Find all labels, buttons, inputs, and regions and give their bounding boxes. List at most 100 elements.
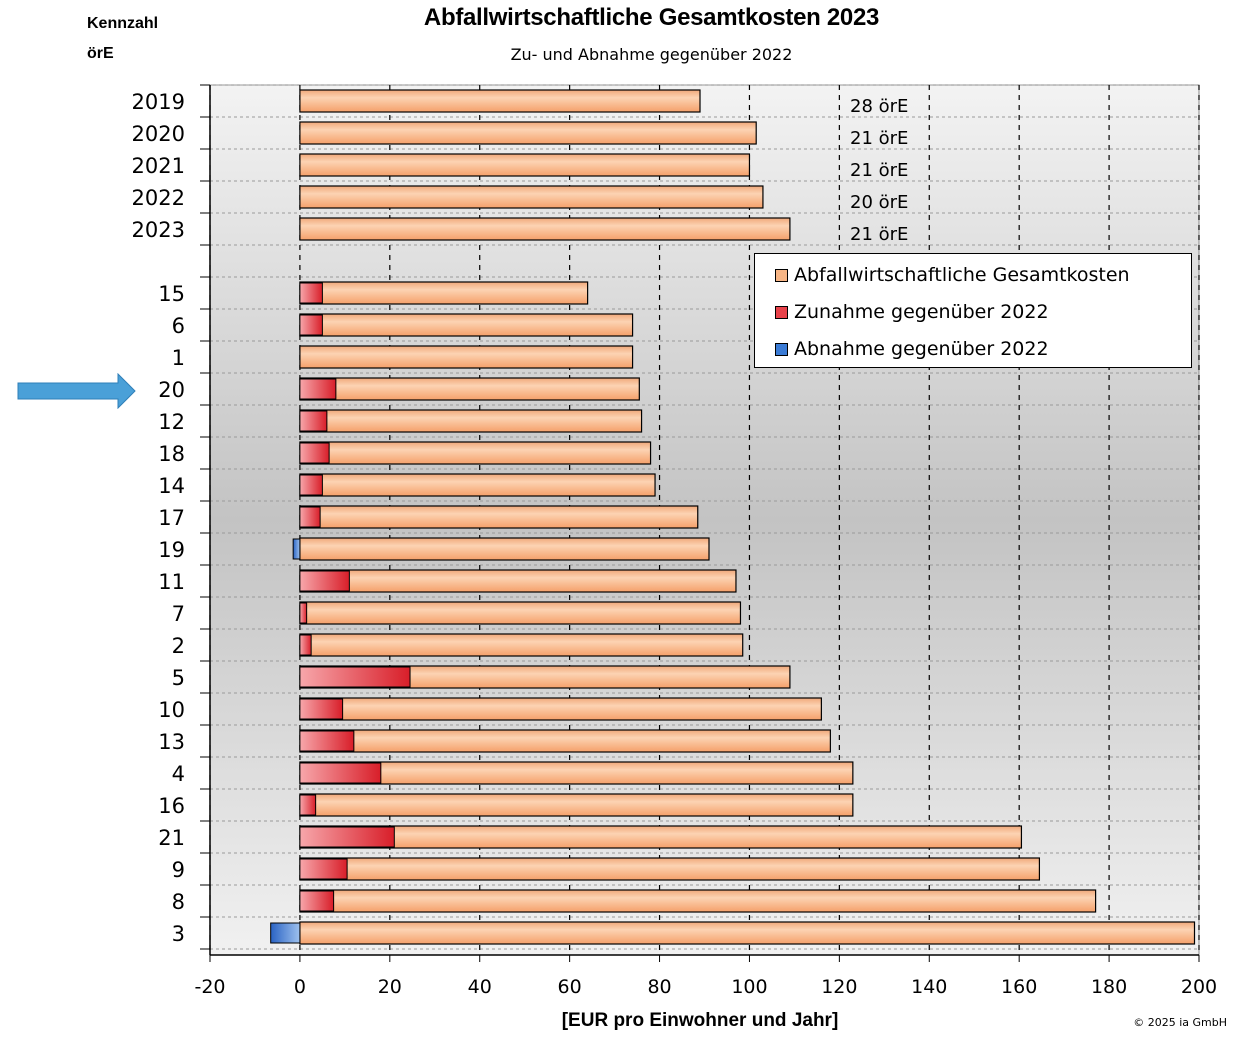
row-label-4: 4 <box>172 762 185 786</box>
row-label-3: 3 <box>172 922 185 946</box>
legend-item-total: Abfallwirtschaftliche Gesamtkosten <box>775 264 1130 286</box>
x-tick-label: 60 <box>558 976 582 998</box>
x-tick-label: 0 <box>294 976 306 998</box>
legend-swatch-decrease <box>775 342 788 356</box>
row-label-15: 15 <box>158 282 185 306</box>
x-tick-label: 160 <box>1001 976 1037 998</box>
row-label-18: 18 <box>158 442 185 466</box>
bar-increase-13 <box>299 730 355 752</box>
row-annotation-2022: 20 örE <box>850 192 908 213</box>
x-axis-label: [EUR pro Einwohner und Jahr] <box>561 1010 839 1031</box>
bar-total-6 <box>299 313 634 337</box>
bar-total-3 <box>299 921 1196 945</box>
bar-total-2022 <box>299 185 764 209</box>
bar-total-12 <box>299 409 643 433</box>
bar-total-15 <box>299 281 589 305</box>
row-label-1: 1 <box>172 346 185 370</box>
bar-total-16 <box>299 793 854 817</box>
bar-total-1 <box>299 345 634 369</box>
row-label-21: 21 <box>158 826 185 850</box>
x-tick-label: 80 <box>647 976 671 998</box>
bar-total-11 <box>299 569 737 593</box>
chart-subtitle: Zu- und Abnahme gegenüber 2022 <box>510 45 793 64</box>
x-tick-label: 140 <box>911 976 947 998</box>
row-label-20: 20 <box>158 378 185 402</box>
row-label-13: 13 <box>158 730 185 754</box>
bar-total-21 <box>299 825 1023 849</box>
bar-total-7 <box>299 601 742 625</box>
bar-increase-20 <box>299 378 337 400</box>
bar-total-4 <box>299 761 854 785</box>
bar-increase-11 <box>299 570 350 592</box>
bar-total-2023 <box>299 217 791 241</box>
row-label-10: 10 <box>158 698 185 722</box>
x-tick-label: 200 <box>1181 976 1217 998</box>
bar-increase-5 <box>299 666 411 688</box>
bar-increase-6 <box>299 314 323 336</box>
row-label-2023: 2023 <box>132 218 185 242</box>
row-label-12: 12 <box>158 410 185 434</box>
corner-label-oere: örE <box>87 45 114 62</box>
bar-total-9 <box>299 857 1041 881</box>
chart-legend: Abfallwirtschaftliche Gesamtkosten Zunah… <box>754 253 1192 368</box>
legend-swatch-increase <box>775 305 788 319</box>
x-tick-label: 100 <box>731 976 767 998</box>
bar-increase-10 <box>299 698 344 720</box>
legend-label-total: Abfallwirtschaftliche Gesamtkosten <box>794 264 1130 286</box>
legend-label-decrease: Abnahme gegenüber 2022 <box>794 338 1049 360</box>
bar-increase-12 <box>299 410 328 432</box>
bar-increase-16 <box>299 794 317 816</box>
row-label-7: 7 <box>172 602 185 626</box>
legend-label-increase: Zunahme gegenüber 2022 <box>794 301 1049 323</box>
bar-increase-4 <box>299 762 382 784</box>
row-label-14: 14 <box>158 474 185 498</box>
bar-total-2019 <box>299 89 701 113</box>
bar-total-14 <box>299 473 656 497</box>
bar-increase-8 <box>299 890 335 912</box>
row-label-2: 2 <box>172 634 185 658</box>
row-annotation-2019: 28 örE <box>850 96 908 117</box>
bar-total-18 <box>299 441 652 465</box>
bar-total-13 <box>299 729 831 753</box>
row-annotation-2020: 21 örE <box>850 128 908 149</box>
x-tick-label: -20 <box>194 976 225 998</box>
bar-decrease-3 <box>270 922 301 944</box>
bar-total-8 <box>299 889 1097 913</box>
row-label-17: 17 <box>158 506 185 530</box>
bar-total-2021 <box>299 153 751 177</box>
bar-increase-21 <box>299 826 395 848</box>
corner-label-kennzahl: Kennzahl <box>87 15 159 32</box>
row-label-6: 6 <box>172 314 185 338</box>
bar-increase-7 <box>299 602 308 624</box>
row-label-2022: 2022 <box>132 186 185 210</box>
bar-increase-2 <box>299 634 312 656</box>
row-label-2020: 2020 <box>132 122 185 146</box>
row-label-8: 8 <box>172 890 185 914</box>
legend-item-decrease: Abnahme gegenüber 2022 <box>775 338 1049 360</box>
bar-increase-18 <box>299 442 330 464</box>
bar-total-10 <box>299 697 822 721</box>
bar-decrease-19 <box>292 538 301 560</box>
chart-title: Abfallwirtschaftliche Gesamtkosten 2023 <box>423 4 880 31</box>
x-tick-label: 40 <box>468 976 492 998</box>
row-annotation-2023: 21 örE <box>850 224 908 245</box>
bar-total-2 <box>299 633 744 657</box>
row-label-2021: 2021 <box>132 154 185 178</box>
bar-increase-14 <box>299 474 323 496</box>
bar-total-19 <box>299 537 710 561</box>
bar-total-2020 <box>299 121 757 145</box>
row-label-16: 16 <box>158 794 185 818</box>
legend-item-increase: Zunahme gegenüber 2022 <box>775 301 1049 323</box>
row-label-5: 5 <box>172 666 185 690</box>
bar-increase-15 <box>299 282 323 304</box>
row-label-9: 9 <box>172 858 185 882</box>
row-label-2019: 2019 <box>132 90 185 114</box>
x-tick-label: 180 <box>1091 976 1127 998</box>
bar-increase-9 <box>299 858 348 880</box>
bar-total-17 <box>299 505 699 529</box>
row-label-19: 19 <box>158 538 185 562</box>
row-label-11: 11 <box>158 570 185 594</box>
highlight-arrow-icon <box>17 373 136 409</box>
bar-increase-17 <box>299 506 321 528</box>
